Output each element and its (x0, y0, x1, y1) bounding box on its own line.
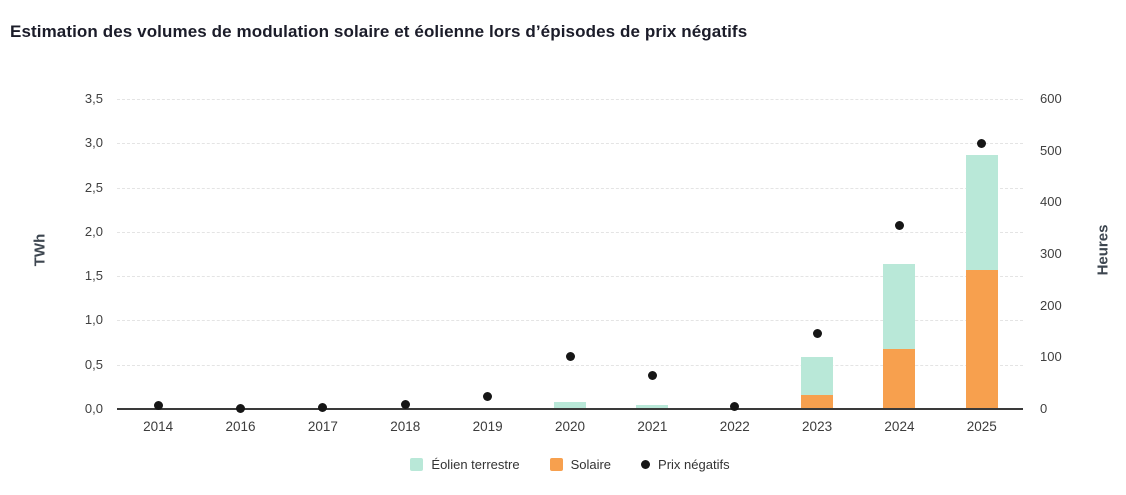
bar-segment-eolien-2023 (801, 356, 834, 395)
left-axis-tick: 3,0 (84, 135, 103, 151)
prix-negatifs-dot-2024 (894, 221, 904, 231)
bar-segment-solaire-2023 (801, 394, 834, 409)
right-axis-tick: 300 (1040, 246, 1062, 261)
bar-segment-eolien-2024 (883, 263, 916, 349)
x-axis-label-2018: 2018 (390, 419, 421, 434)
x-axis-label-2017: 2017 (307, 419, 338, 434)
x-axis-label-2023: 2023 (802, 419, 833, 434)
right-axis-tick: 0 (1040, 401, 1048, 416)
x-axis-label-2022: 2022 (719, 419, 750, 434)
prix-negatifs-dot-2025 (977, 139, 987, 149)
legend-item-solaire[interactable]: Solaire (549, 457, 612, 472)
prix-negatifs-dot-icon (641, 460, 651, 469)
legend-item-eolien-terrestre[interactable]: Éolien terrestre (410, 457, 520, 472)
left-axis-tick: 3,5 (84, 91, 103, 106)
plot-area (117, 99, 1023, 413)
x-axis-label-2019: 2019 (472, 419, 503, 434)
x-axis-label-2024: 2024 (884, 419, 915, 434)
x-axis-label-2016: 2016 (225, 419, 256, 434)
right-axis-tick: 500 (1040, 142, 1062, 158)
bar-segment-solaire-2025 (965, 269, 998, 409)
legend-item-prix-negatifs[interactable]: Prix négatifs (641, 457, 730, 472)
prix-negatifs-dot-2017 (318, 403, 328, 413)
prix-negatifs-dot-2020 (565, 351, 575, 361)
left-axis-tick: 0,0 (84, 401, 103, 416)
left-axis-tick: 1,0 (84, 312, 103, 328)
right-axis-tick: 100 (1040, 349, 1062, 365)
bar-segment-eolien-2020 (554, 401, 586, 409)
prix-negatifs-dot-2021 (647, 370, 657, 380)
legend-label: Éolien terrestre (431, 457, 520, 472)
x-axis-label-2014: 2014 (143, 419, 174, 434)
right-axis-tick: 600 (1040, 91, 1062, 106)
solaire-swatch-icon (549, 458, 563, 471)
left-axis-tick: 2,0 (84, 223, 103, 239)
prix-negatifs-dot-2014 (153, 400, 163, 410)
bar-segment-eolien-2021 (636, 404, 669, 409)
gridline (117, 99, 1023, 100)
prix-negatifs-dot-2022 (730, 402, 740, 412)
prix-negatifs-dot-2019 (483, 391, 493, 401)
gridline (117, 187, 1023, 189)
prix-negatifs-dot-2016 (236, 403, 246, 413)
gridline (117, 276, 1023, 278)
gridline (117, 320, 1023, 322)
legend: Éolien terrestre Solaire Prix négatifs (117, 457, 1023, 472)
right-axis-tick: 400 (1040, 194, 1062, 210)
gridline (117, 231, 1023, 233)
left-axis-tick: 1,5 (84, 268, 103, 284)
left-axis-tick: 2,5 (84, 179, 103, 195)
prix-negatifs-dot-2023 (812, 329, 822, 339)
legend-label: Solaire (570, 457, 612, 472)
bar-segment-eolien-2025 (965, 154, 998, 270)
right-axis-tick: 200 (1040, 297, 1062, 313)
x-axis-label-2020: 2020 (554, 419, 586, 434)
gridline (117, 143, 1023, 145)
x-axis-label-2025: 2025 (966, 419, 997, 434)
bar-segment-solaire-2024 (883, 348, 916, 409)
eolien-terrestre-swatch-icon (410, 458, 424, 471)
x-axis-line (117, 408, 1023, 410)
chart-title: Estimation des volumes de modulation sol… (10, 22, 748, 41)
x-axis-label-2021: 2021 (637, 419, 668, 434)
gridline (117, 364, 1023, 366)
left-axis-tick: 0,5 (84, 356, 103, 372)
prix-negatifs-dot-2018 (400, 399, 410, 409)
legend-label: Prix négatifs (658, 457, 730, 472)
